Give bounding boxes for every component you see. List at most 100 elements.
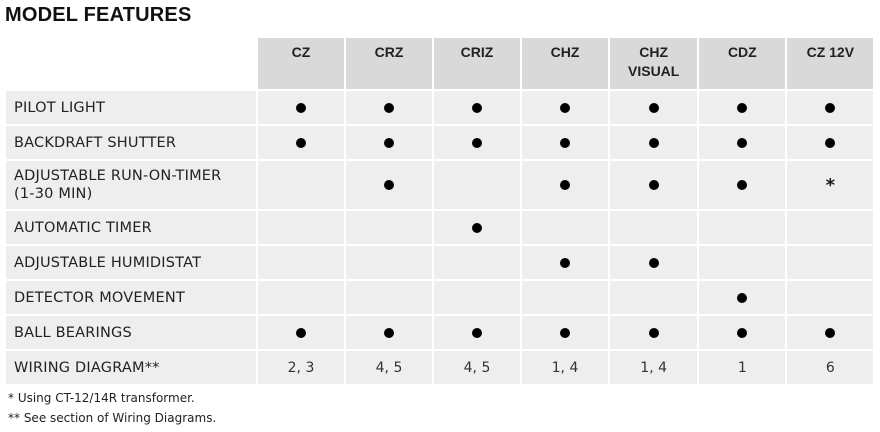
bullet-icon [384, 102, 394, 113]
feature-cell [258, 161, 344, 209]
feature-cell [522, 211, 608, 244]
feature-label: PILOT LIGHT [6, 91, 256, 124]
feature-label: ADJUSTABLE HUMIDISTAT [6, 246, 256, 279]
feature-cell [258, 126, 344, 159]
feature-cell [610, 246, 698, 279]
feature-cell [610, 316, 698, 349]
feature-cell [610, 91, 698, 124]
feature-label: AUTOMATIC TIMER [6, 211, 256, 244]
feature-cell [787, 316, 874, 349]
feature-cell [699, 316, 786, 349]
bullet-icon [472, 222, 482, 233]
feature-label: DETECTOR MOVEMENT [6, 281, 256, 314]
feature-cell [346, 281, 432, 314]
bullet-icon [560, 180, 570, 190]
feature-cell [346, 246, 432, 279]
feature-cell [610, 281, 698, 314]
feature-cell [699, 126, 786, 159]
asterisk-mark: * [825, 174, 836, 196]
feature-cell [522, 161, 608, 209]
feature-cell [522, 91, 608, 124]
cell-value: 2, 3 [287, 359, 315, 376]
feature-cell [610, 211, 698, 244]
feature-cell [434, 161, 520, 209]
feature-cell [346, 211, 432, 244]
feature-cell [346, 91, 432, 124]
feature-label: ADJUSTABLE RUN-ON-TIMER (1-30 MIN) [6, 161, 256, 209]
header-blank [6, 38, 256, 89]
cell-value: 6 [825, 359, 835, 376]
bullet-icon [737, 137, 748, 148]
feature-cell: 4, 5 [346, 351, 432, 384]
feature-cell: 2, 3 [258, 351, 344, 384]
feature-cell [522, 246, 608, 279]
page-title: MODEL FEATURES [5, 4, 192, 26]
feature-label: BALL BEARINGS [6, 316, 256, 349]
feature-cell [258, 281, 344, 314]
bullet-icon [825, 102, 836, 113]
column-header: CHZ [522, 38, 608, 89]
bullet-icon [648, 180, 659, 190]
feature-cell: 1, 4 [610, 351, 698, 384]
bullet-icon [648, 102, 659, 113]
feature-cell [610, 161, 698, 209]
feature-cell: 1 [699, 351, 786, 384]
feature-cell [346, 316, 432, 349]
feature-cell [434, 316, 520, 349]
feature-cell [434, 91, 520, 124]
feature-cell [258, 91, 344, 124]
bullet-icon [384, 137, 394, 148]
bullet-icon [648, 327, 659, 338]
features-table: CZ CRZ CRIZ CHZ CHZ VISUAL CDZ CZ 12V PILOT LI… [4, 36, 875, 386]
bullet-icon [648, 257, 659, 268]
bullet-icon [737, 102, 748, 113]
bullet-icon [560, 327, 570, 338]
column-header: CRIZ [434, 38, 520, 89]
feature-cell [787, 281, 874, 314]
bullet-icon [825, 137, 836, 148]
column-header: CZ [258, 38, 344, 89]
bullet-icon [296, 102, 306, 113]
feature-cell [434, 211, 520, 244]
feature-cell: 6 [787, 351, 874, 384]
bullet-icon [560, 137, 570, 148]
feature-cell [522, 126, 608, 159]
table-row: PILOT LIGHT [6, 91, 874, 124]
feature-cell [434, 281, 520, 314]
bullet-icon [737, 180, 748, 190]
feature-label: BACKDRAFT SHUTTER [6, 126, 256, 159]
feature-cell [787, 211, 874, 244]
table-row: BALL BEARINGS [6, 316, 874, 349]
column-header: CZ 12V [787, 38, 874, 89]
bullet-icon [472, 327, 482, 338]
cell-value: 1, 4 [551, 359, 579, 376]
bullet-icon [648, 137, 659, 148]
feature-cell: 1, 4 [522, 351, 608, 384]
bullet-icon [384, 180, 394, 190]
footnote: * Using CT-12/14R transformer. [8, 391, 195, 405]
bullet-icon [472, 137, 482, 148]
cell-value: 4, 5 [463, 359, 491, 376]
feature-cell [787, 246, 874, 279]
feature-cell [258, 211, 344, 244]
feature-cell [258, 316, 344, 349]
table-row: AUTOMATIC TIMER [6, 211, 874, 244]
bullet-icon [560, 102, 570, 113]
feature-label: WIRING DIAGRAM** [6, 351, 256, 384]
feature-cell [610, 126, 698, 159]
cell-value: 4, 5 [375, 359, 403, 376]
bullet-icon [384, 327, 394, 338]
feature-cell [258, 246, 344, 279]
table-row: ADJUSTABLE RUN-ON-TIMER (1-30 MIN) * [6, 161, 874, 209]
bullet-icon [296, 327, 306, 338]
feature-cell: 4, 5 [434, 351, 520, 384]
feature-cell [434, 246, 520, 279]
footnote: ** See section of Wiring Diagrams. [8, 411, 217, 425]
feature-cell: * [787, 161, 874, 209]
bullet-icon [560, 257, 570, 268]
feature-cell [787, 126, 874, 159]
table-row: ADJUSTABLE HUMIDISTAT [6, 246, 874, 279]
feature-cell [699, 281, 786, 314]
cell-value: 1, 4 [640, 359, 668, 376]
feature-cell [699, 211, 786, 244]
